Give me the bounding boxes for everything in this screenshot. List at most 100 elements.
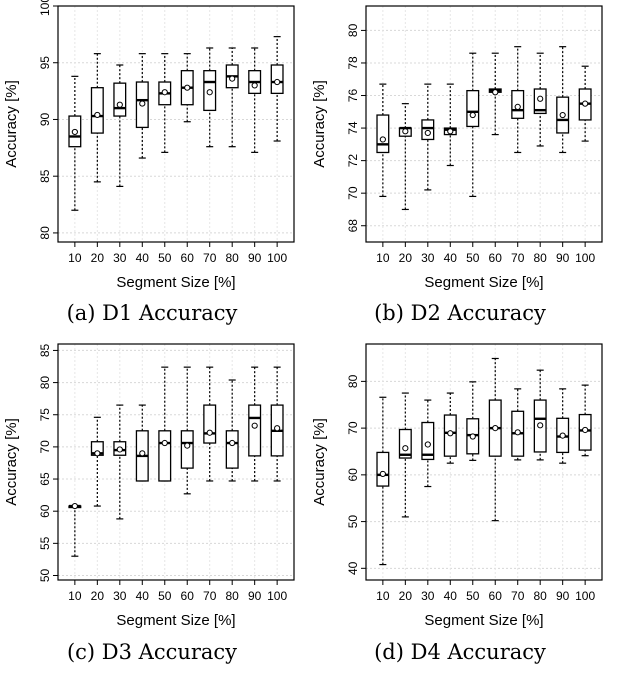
y-tick-label: 80	[346, 23, 360, 37]
box-80	[533, 369, 547, 461]
box-iqr	[90, 87, 104, 134]
boxplot-d: 40 50 60 70 80 10 20 30 40 50 60 70 80 90 100 Segment S…	[311, 343, 603, 629]
mean-marker	[559, 111, 566, 119]
mean-marker	[94, 111, 101, 119]
x-tick-label: 50	[158, 251, 172, 265]
y-axis-title: Accuracy [%]	[3, 418, 20, 506]
mean-marker	[251, 82, 258, 89]
y-tick-label: 70	[38, 440, 52, 454]
mean-marker	[94, 450, 101, 457]
y-tick-label: 80	[38, 226, 52, 240]
box-40	[135, 53, 149, 159]
mean-marker	[139, 450, 146, 457]
caption-c: (c) D3 Accuracy	[66, 640, 238, 664]
box-50	[466, 381, 480, 461]
y-tick-label: 60	[346, 468, 360, 482]
caption-a: (a) D1 Accuracy	[66, 301, 238, 325]
mean-marker	[469, 111, 476, 119]
x-tick-label: 50	[466, 251, 480, 265]
box-40	[443, 83, 457, 167]
mean-marker	[492, 425, 499, 432]
mean-marker	[206, 89, 213, 96]
box-iqr	[421, 421, 435, 461]
box-100	[270, 366, 284, 482]
chart-panel-d: 40 50 60 70 80 10 20 30 40 50 60 70 80 90 100 Segment S…	[310, 338, 610, 673]
chart-panel-b: 68 70 72 74 76 78 80 10 20 30 40 50 60 70 80 90 100 Segme…	[310, 0, 610, 335]
x-tick-label: 10	[68, 251, 82, 265]
box-100	[578, 384, 592, 457]
y-tick-label: 70	[346, 421, 360, 435]
x-tick-label: 100	[267, 251, 287, 265]
y-tick-label: 95	[38, 56, 52, 70]
mean-marker	[537, 422, 544, 429]
y-axis-title: Accuracy [%]	[311, 80, 328, 168]
box-10	[68, 502, 82, 557]
y-axis-title: Accuracy [%]	[311, 418, 328, 506]
x-tick-label: 80	[226, 251, 240, 265]
x-tick-label: 100	[575, 589, 595, 603]
box-50	[158, 53, 172, 153]
x-tick-label: 60	[489, 589, 503, 603]
mean-marker	[469, 433, 476, 440]
chart-panel-c: 50 55 60 65 70 75 80 85 10 20 30 40 50 60 70 80 90 100 Seg…	[2, 338, 302, 673]
mean-marker	[229, 75, 236, 82]
y-tick-label: 85	[38, 343, 52, 357]
x-tick-label: 40	[136, 589, 150, 603]
box-iqr	[248, 404, 262, 457]
x-tick-label: 60	[181, 589, 195, 603]
box-80	[225, 379, 239, 482]
x-tick-label: 30	[113, 251, 127, 265]
box-30	[113, 64, 127, 188]
box-60	[180, 366, 194, 495]
plot-frame	[365, 5, 603, 243]
box-90	[248, 47, 262, 153]
mean-marker	[139, 100, 146, 107]
box-20	[398, 392, 412, 518]
mean-marker	[402, 128, 409, 135]
y-tick-label: 70	[346, 186, 360, 200]
mean-marker	[184, 84, 191, 91]
x-tick-label: 50	[158, 589, 172, 603]
x-tick-label: 80	[226, 589, 240, 603]
box-70	[203, 47, 217, 148]
mean-marker	[116, 101, 123, 108]
box-iqr	[225, 430, 239, 469]
x-axis-title: Segment Size [%]	[116, 612, 235, 629]
x-tick-label: 20	[91, 251, 105, 265]
box-iqr	[376, 451, 390, 487]
mean-marker	[379, 470, 386, 478]
x-tick-label: 80	[534, 251, 548, 265]
mean-marker	[71, 128, 78, 136]
mean-marker	[559, 432, 566, 439]
box-30	[421, 399, 435, 488]
x-tick-label: 40	[444, 251, 458, 265]
mean-marker	[492, 89, 499, 96]
box-10	[376, 396, 390, 566]
x-tick-label: 10	[376, 589, 390, 603]
mean-marker	[447, 128, 454, 135]
box-90	[556, 46, 570, 154]
x-tick-label: 10	[376, 251, 390, 265]
x-tick-label: 70	[511, 251, 525, 265]
mean-marker	[514, 103, 521, 111]
box-80	[533, 52, 547, 147]
box-10	[68, 75, 82, 211]
box-100	[270, 36, 284, 142]
mean-marker	[161, 89, 168, 96]
y-tick-label: 76	[346, 89, 360, 103]
mean-marker	[71, 502, 78, 510]
x-tick-label: 70	[203, 251, 217, 265]
y-tick-label: 75	[38, 408, 52, 422]
mean-marker	[206, 429, 213, 436]
mean-marker	[116, 446, 123, 453]
chart-panel-a: 80 85 90 95 100 10 20 30 40 50 60 70 80 90 100 Segment …	[2, 0, 302, 335]
caption-b: (b) D2 Accuracy	[374, 301, 546, 325]
y-tick-label: 50	[38, 569, 52, 583]
plot-frame	[57, 343, 295, 581]
box-100	[578, 65, 592, 142]
x-axis-title: Segment Size [%]	[116, 274, 235, 291]
x-tick-label: 30	[421, 251, 435, 265]
mean-marker	[251, 422, 258, 429]
box-40	[135, 404, 149, 482]
plot-frame	[365, 343, 603, 581]
